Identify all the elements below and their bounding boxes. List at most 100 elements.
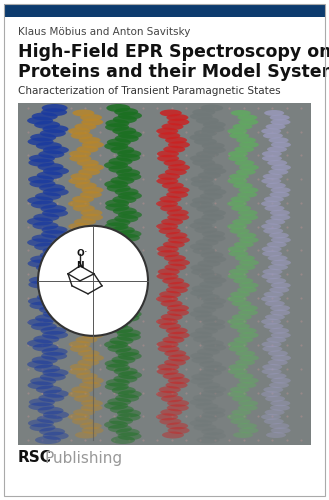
- Ellipse shape: [68, 178, 90, 184]
- Ellipse shape: [79, 382, 101, 388]
- Ellipse shape: [30, 134, 56, 141]
- Ellipse shape: [71, 132, 93, 139]
- Ellipse shape: [158, 268, 180, 275]
- Ellipse shape: [156, 128, 178, 134]
- Ellipse shape: [236, 264, 255, 270]
- Ellipse shape: [68, 296, 90, 302]
- Ellipse shape: [76, 146, 98, 153]
- Ellipse shape: [28, 402, 54, 410]
- Ellipse shape: [109, 165, 133, 173]
- Ellipse shape: [115, 268, 139, 276]
- Ellipse shape: [36, 142, 62, 150]
- Ellipse shape: [230, 292, 250, 298]
- Ellipse shape: [43, 390, 69, 398]
- Ellipse shape: [117, 172, 141, 180]
- Ellipse shape: [109, 417, 133, 425]
- Ellipse shape: [237, 287, 257, 293]
- Ellipse shape: [201, 340, 224, 347]
- Ellipse shape: [265, 300, 285, 306]
- Ellipse shape: [239, 164, 259, 170]
- Ellipse shape: [234, 373, 254, 379]
- Ellipse shape: [263, 132, 283, 138]
- Ellipse shape: [80, 422, 102, 430]
- Ellipse shape: [109, 326, 133, 334]
- Ellipse shape: [190, 352, 213, 360]
- Ellipse shape: [80, 114, 102, 121]
- Ellipse shape: [203, 344, 226, 351]
- Ellipse shape: [107, 398, 131, 406]
- Ellipse shape: [231, 110, 251, 116]
- Ellipse shape: [202, 323, 225, 330]
- Ellipse shape: [35, 436, 61, 444]
- Ellipse shape: [82, 332, 104, 338]
- Ellipse shape: [262, 151, 282, 157]
- Ellipse shape: [70, 364, 92, 370]
- Ellipse shape: [261, 296, 281, 302]
- Ellipse shape: [157, 250, 179, 257]
- Ellipse shape: [190, 201, 213, 208]
- Ellipse shape: [190, 398, 213, 406]
- Ellipse shape: [193, 424, 216, 431]
- Ellipse shape: [114, 375, 138, 383]
- Ellipse shape: [159, 386, 181, 393]
- Ellipse shape: [38, 150, 64, 158]
- Ellipse shape: [227, 224, 247, 230]
- Ellipse shape: [236, 137, 256, 143]
- Ellipse shape: [75, 182, 97, 189]
- Ellipse shape: [200, 104, 223, 112]
- Ellipse shape: [203, 256, 226, 263]
- Ellipse shape: [158, 173, 180, 180]
- Ellipse shape: [263, 268, 283, 274]
- Ellipse shape: [41, 230, 67, 238]
- Ellipse shape: [116, 169, 140, 177]
- Ellipse shape: [118, 291, 142, 299]
- Ellipse shape: [28, 138, 54, 145]
- Ellipse shape: [77, 254, 99, 262]
- Ellipse shape: [35, 192, 61, 200]
- Ellipse shape: [166, 327, 188, 334]
- Ellipse shape: [203, 210, 226, 216]
- Ellipse shape: [165, 382, 188, 388]
- Ellipse shape: [37, 415, 63, 423]
- Ellipse shape: [262, 364, 282, 370]
- Ellipse shape: [110, 256, 134, 264]
- Ellipse shape: [190, 310, 213, 318]
- Ellipse shape: [203, 122, 226, 128]
- Ellipse shape: [105, 382, 129, 390]
- Ellipse shape: [190, 222, 213, 229]
- Ellipse shape: [33, 214, 59, 222]
- Ellipse shape: [33, 222, 59, 230]
- Ellipse shape: [30, 377, 56, 385]
- Ellipse shape: [201, 390, 224, 398]
- Ellipse shape: [77, 359, 99, 366]
- Ellipse shape: [33, 335, 59, 343]
- Ellipse shape: [36, 264, 62, 272]
- Ellipse shape: [157, 155, 179, 162]
- Ellipse shape: [168, 259, 190, 266]
- Ellipse shape: [231, 205, 251, 211]
- Ellipse shape: [236, 169, 256, 175]
- Ellipse shape: [265, 205, 285, 211]
- Ellipse shape: [263, 386, 283, 392]
- Ellipse shape: [27, 360, 53, 368]
- Ellipse shape: [228, 342, 247, 347]
- Ellipse shape: [263, 174, 283, 180]
- Ellipse shape: [234, 146, 254, 152]
- Ellipse shape: [196, 150, 219, 158]
- Ellipse shape: [69, 150, 91, 158]
- Ellipse shape: [106, 284, 130, 292]
- Ellipse shape: [265, 314, 285, 320]
- Ellipse shape: [197, 382, 220, 389]
- Ellipse shape: [158, 346, 180, 352]
- Ellipse shape: [29, 154, 55, 162]
- Ellipse shape: [164, 254, 186, 262]
- Ellipse shape: [42, 331, 68, 339]
- Ellipse shape: [105, 280, 129, 287]
- Ellipse shape: [39, 184, 65, 192]
- Ellipse shape: [271, 237, 291, 243]
- Ellipse shape: [118, 390, 142, 398]
- Ellipse shape: [239, 378, 259, 384]
- Ellipse shape: [203, 432, 226, 440]
- Ellipse shape: [31, 200, 57, 208]
- Ellipse shape: [228, 151, 248, 157]
